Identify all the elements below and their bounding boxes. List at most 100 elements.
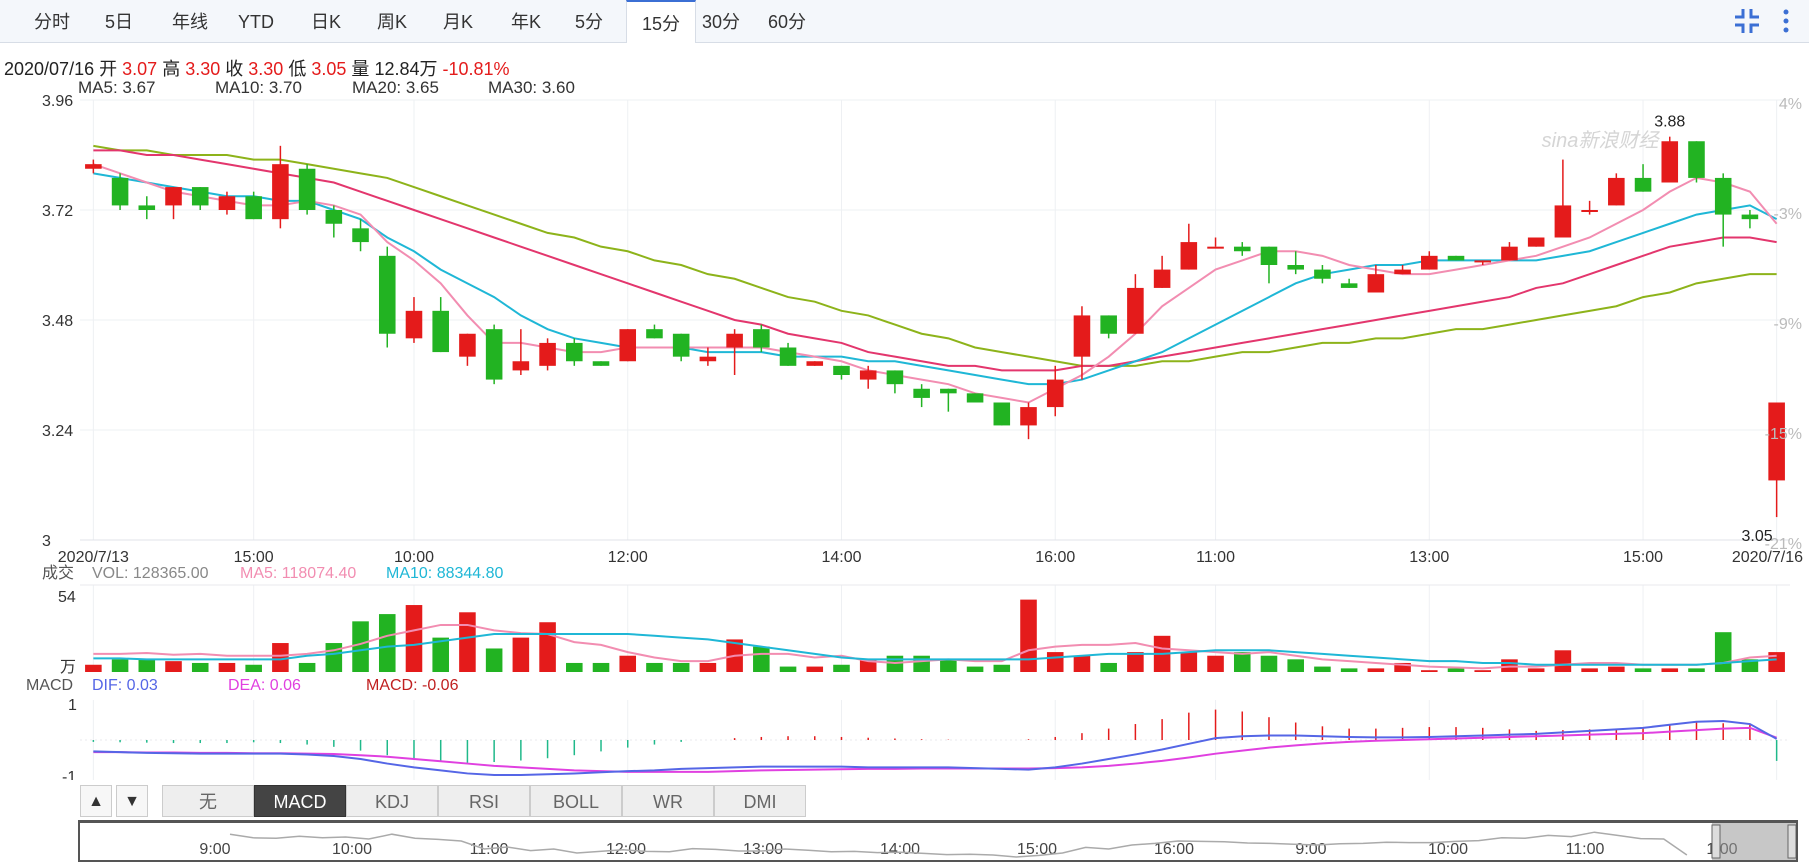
scroll-up-button[interactable]: ▲ bbox=[80, 785, 112, 817]
more-menu-icon[interactable] bbox=[1778, 6, 1794, 36]
candle[interactable] bbox=[1608, 173, 1625, 206]
candle[interactable] bbox=[1340, 278, 1358, 288]
candle[interactable] bbox=[806, 361, 824, 366]
candle[interactable] bbox=[1153, 255, 1171, 288]
candle[interactable] bbox=[1688, 141, 1705, 183]
tab-5[interactable]: 周K bbox=[376, 12, 407, 32]
candle[interactable] bbox=[1180, 223, 1198, 270]
candle[interactable] bbox=[779, 342, 797, 366]
candle[interactable] bbox=[1447, 255, 1465, 261]
candle[interactable] bbox=[1768, 402, 1785, 518]
candle[interactable] bbox=[1661, 136, 1679, 183]
indicator-button-4[interactable]: BOLL bbox=[530, 785, 622, 817]
candle[interactable] bbox=[138, 196, 156, 220]
tab-4[interactable]: 日K bbox=[310, 12, 341, 32]
tab-11[interactable]: 60分 bbox=[767, 12, 807, 32]
candle-body bbox=[1340, 283, 1358, 288]
candle[interactable] bbox=[913, 384, 930, 408]
candle[interactable] bbox=[592, 361, 610, 366]
indicator-button-1[interactable]: MACD bbox=[254, 785, 346, 817]
candle[interactable] bbox=[1421, 251, 1438, 270]
candle[interactable] bbox=[1287, 251, 1304, 275]
candle[interactable] bbox=[1501, 242, 1518, 261]
indicator-button-3[interactable]: RSI bbox=[438, 785, 530, 817]
candle[interactable] bbox=[512, 329, 530, 375]
candle[interactable] bbox=[1394, 265, 1411, 275]
tab-7[interactable]: 年K bbox=[510, 12, 541, 32]
candle[interactable] bbox=[272, 145, 289, 229]
tab-0[interactable]: 分时 bbox=[34, 12, 70, 32]
candle[interactable] bbox=[1741, 210, 1759, 229]
ma10-line bbox=[93, 172, 1778, 386]
scroll-down-button[interactable]: ▼ bbox=[116, 785, 148, 817]
tab-6[interactable]: 月K bbox=[442, 12, 473, 32]
candle[interactable] bbox=[432, 297, 449, 353]
candle[interactable] bbox=[405, 297, 423, 343]
candle[interactable] bbox=[111, 173, 129, 210]
candle[interactable] bbox=[646, 324, 663, 339]
candle[interactable] bbox=[539, 338, 556, 371]
candle[interactable] bbox=[352, 219, 369, 252]
candle[interactable] bbox=[1714, 173, 1732, 247]
candle[interactable] bbox=[833, 365, 850, 380]
volume-bar bbox=[1768, 652, 1785, 672]
candle[interactable] bbox=[325, 205, 343, 238]
indicator-button-2[interactable]: KDJ bbox=[346, 785, 438, 817]
candle[interactable] bbox=[1260, 246, 1278, 284]
candle[interactable] bbox=[1207, 237, 1224, 249]
candle[interactable] bbox=[859, 365, 877, 389]
candle[interactable] bbox=[966, 393, 984, 403]
candle[interactable] bbox=[245, 191, 262, 220]
tab-3[interactable]: YTD bbox=[238, 12, 274, 32]
navigator-right-handle[interactable] bbox=[1787, 824, 1796, 859]
candle[interactable] bbox=[940, 388, 957, 412]
indicator-button-5[interactable]: WR bbox=[622, 785, 714, 817]
candle[interactable] bbox=[1554, 159, 1572, 238]
y-right-tick-label: -3% bbox=[1774, 206, 1802, 223]
candle[interactable] bbox=[726, 329, 743, 375]
candle-body bbox=[566, 342, 583, 362]
candle[interactable] bbox=[699, 347, 717, 366]
collapse-icon[interactable] bbox=[1732, 6, 1762, 36]
tab-8[interactable]: 5分 bbox=[574, 12, 603, 32]
tab-9[interactable]: 15分 bbox=[626, 0, 696, 43]
candle[interactable] bbox=[886, 370, 904, 394]
indicator-button-6[interactable]: DMI bbox=[714, 785, 806, 817]
candle[interactable] bbox=[993, 402, 1011, 426]
candle[interactable] bbox=[566, 338, 583, 366]
indicator-button-0[interactable]: 无 bbox=[162, 785, 254, 817]
candle[interactable] bbox=[191, 187, 209, 210]
navigator-window[interactable] bbox=[1712, 823, 1796, 860]
candle-body bbox=[111, 177, 129, 206]
candle[interactable] bbox=[485, 324, 503, 385]
candle[interactable] bbox=[1474, 260, 1492, 265]
candle[interactable] bbox=[1581, 200, 1598, 215]
candle[interactable] bbox=[1367, 265, 1385, 293]
candle[interactable] bbox=[298, 164, 316, 215]
candle[interactable] bbox=[1127, 274, 1144, 334]
candle[interactable] bbox=[1020, 402, 1037, 440]
navigator-left-handle[interactable] bbox=[1711, 824, 1721, 859]
candle-body bbox=[806, 361, 824, 366]
candle[interactable] bbox=[85, 159, 102, 174]
candle[interactable] bbox=[1233, 242, 1251, 256]
candle[interactable] bbox=[378, 246, 396, 348]
candle-body bbox=[85, 164, 102, 169]
candle[interactable] bbox=[619, 329, 637, 362]
candle[interactable] bbox=[165, 187, 182, 220]
candle[interactable] bbox=[459, 333, 476, 366]
candle[interactable] bbox=[753, 324, 770, 353]
candle[interactable] bbox=[1100, 315, 1117, 339]
candle[interactable] bbox=[1527, 237, 1545, 247]
tab-10[interactable]: 30分 bbox=[701, 12, 741, 32]
candle[interactable] bbox=[1073, 306, 1091, 380]
candle[interactable] bbox=[672, 333, 690, 362]
kline-chart[interactable]: sina新浪财经 3.96 3.72 3.48 3.24 3 4% -3% -9% -15% -2… bbox=[0, 0, 1809, 780]
time-navigator[interactable]: 9:00 10:00 11:00 12:00 13:00 14:00 15:00 16:00 9… bbox=[78, 820, 1798, 862]
candle[interactable] bbox=[218, 191, 236, 215]
candle[interactable] bbox=[1046, 365, 1064, 417]
tab-2[interactable]: 年线 bbox=[172, 12, 208, 32]
candle[interactable] bbox=[1314, 265, 1331, 284]
candle[interactable] bbox=[1634, 164, 1652, 192]
tab-1[interactable]: 5日 bbox=[104, 12, 133, 32]
